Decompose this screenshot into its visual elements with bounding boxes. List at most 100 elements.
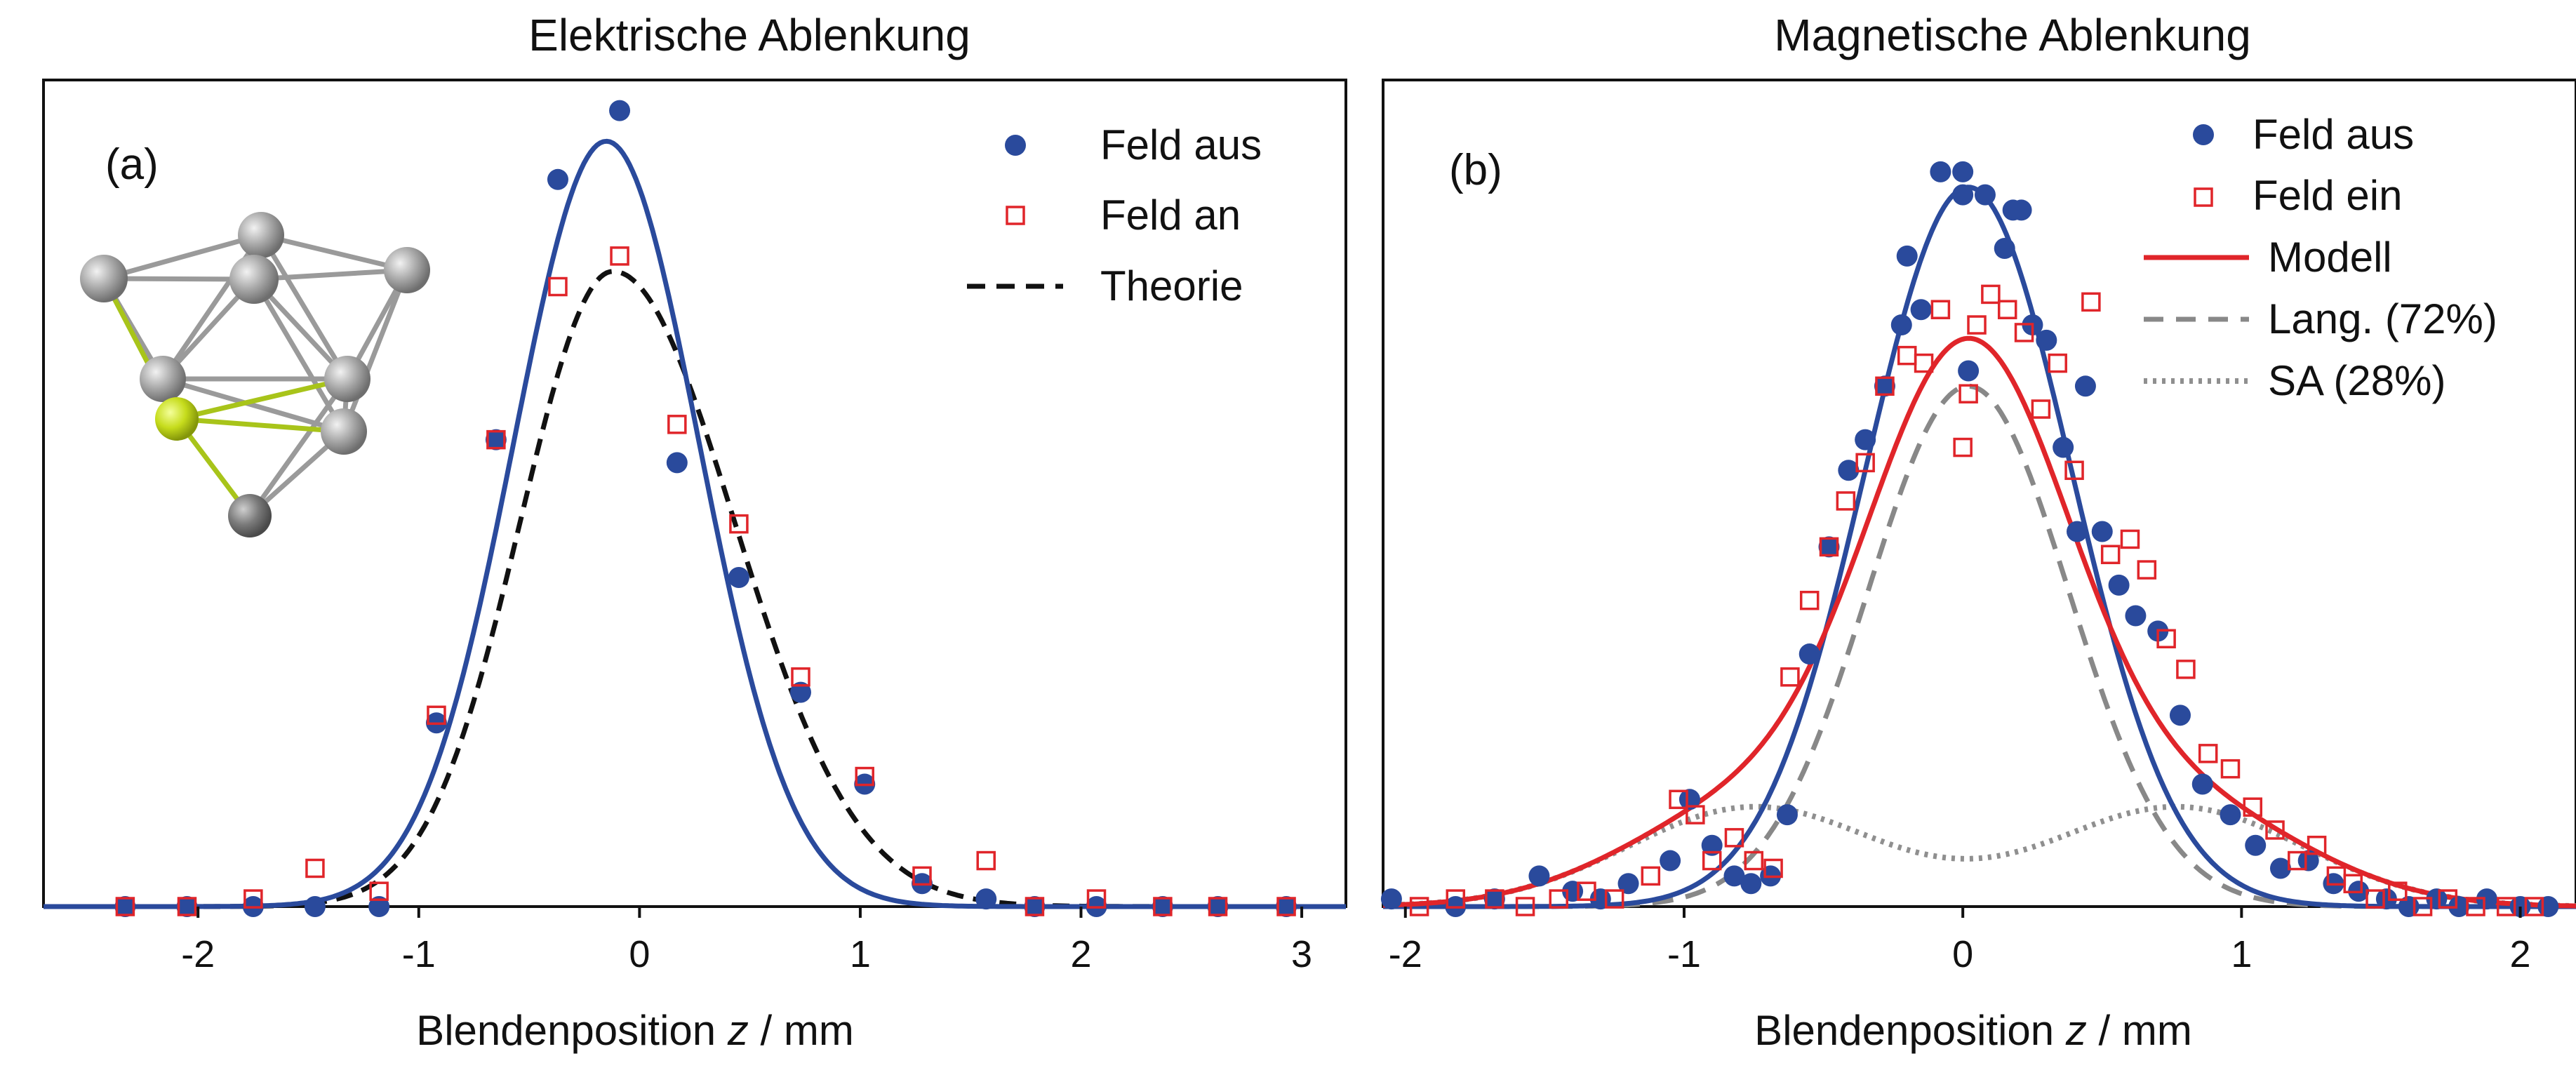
panel-b-point-feld-aus: [2220, 804, 2241, 826]
panel-b-point-feld-ein: [2120, 529, 2140, 549]
panel-a-label: (a): [105, 140, 159, 189]
panel-a-x-tick-label: 3: [1291, 933, 1312, 975]
panel-b-point-feld-aus: [1701, 834, 1723, 856]
panel-b-point-feld-ein: [2265, 820, 2285, 840]
panel-b-point-feld-ein: [1836, 491, 1856, 511]
panel-b-point-feld-aus: [2169, 704, 2191, 726]
panel-b-point-feld-aus: [1896, 245, 1918, 267]
panel-a-point-feld-aus: [1207, 896, 1229, 917]
panel-b-point-feld-aus: [1855, 429, 1876, 450]
panel-b-point-feld-ein: [2343, 874, 2363, 894]
panel-b-point-feld-aus: [1660, 850, 1681, 871]
panel-a-point-feld-an: [548, 276, 568, 297]
legend-b-sa-label: SA (28%): [2268, 357, 2445, 404]
panel-b-point-feld-aus: [1930, 161, 1951, 182]
panel-b-point-feld-ein: [1669, 789, 1688, 810]
legend-a-theorie-label: Theorie: [1100, 262, 1243, 309]
legend-b-modell-label: Modell: [2268, 234, 2392, 281]
panel-b-point-feld-aus: [1910, 299, 1932, 321]
panel-b-point-feld-ein: [2413, 897, 2433, 916]
panel-b-x-ticks: -2 -1 0 1 2: [1389, 907, 2531, 975]
panel-b-x-tick-label: 2: [2510, 933, 2531, 975]
panel-a-legend: Feld aus Feld an Theorie: [967, 121, 1262, 309]
panel-a-point-feld-aus: [304, 896, 326, 917]
panel-b-point-feld-ein: [1485, 889, 1504, 909]
panel-b-x-tick-label: -1: [1667, 933, 1701, 975]
panel-b-point-feld-aus: [1776, 804, 1798, 826]
panel-b-point-feld-aus: [2245, 834, 2267, 856]
panel-a-point-feld-aus: [547, 168, 568, 190]
panel-b-point-feld-ein: [2100, 545, 2121, 565]
panel-b-point-feld-ein: [1997, 300, 2017, 319]
panel-a-point-feld-aus: [176, 896, 198, 917]
panel-a-point-feld-an: [1025, 897, 1045, 916]
panel-a-point-feld-an: [976, 850, 996, 871]
panel-b-point-feld-ein: [1819, 537, 1839, 557]
panel-b-point-feld-aus: [1890, 314, 1912, 336]
panel-a-point-feld-an: [486, 429, 506, 450]
panel-b-point-feld-ein: [1409, 897, 1429, 916]
panel-a-point-feld-aus: [728, 566, 749, 588]
panel-b-point-feld-ein: [2438, 889, 2458, 909]
panel-magnetic-deflection: Magnetische Ablenkung (b) -2 -1 0 1 2 Feld a…: [1380, 10, 2576, 1054]
panel-b-point-feld-ein: [1953, 437, 1973, 457]
panel-a-x-tick-label: -2: [181, 933, 215, 975]
legend-a-feld-aus-label: Feld aus: [1100, 121, 1262, 168]
panel-b-point-feld-ein: [1930, 300, 1951, 319]
panel-a-point-feld-an: [369, 881, 389, 901]
panel-a-point-feld-an: [427, 705, 446, 726]
panel-a-point-feld-an: [610, 246, 629, 266]
panel-b-point-feld-aus: [2074, 375, 2096, 397]
panel-b-point-feld-ein: [1702, 850, 1722, 871]
legend-a-feld-aus-marker: [1005, 135, 1026, 156]
panel-b-point-feld-ein: [2048, 353, 2067, 373]
panel-a-point-feld-an: [177, 897, 197, 916]
panel-a-plot-area: [44, 100, 1346, 917]
panel-b-point-feld-aus: [2375, 888, 2397, 910]
panel-b-point-feld-ein: [1958, 384, 1978, 403]
panel-b-point-feld-ein: [1515, 897, 1535, 916]
panel-b-point-feld-ein: [1875, 376, 1895, 396]
panel-a-frame: [42, 79, 1347, 908]
panel-b-point-feld-ein: [1967, 315, 1987, 335]
panel-b-point-feld-ein: [1724, 828, 1744, 848]
panel-b-point-feld-ein: [1763, 858, 1783, 879]
panel-b-point-feld-aus: [1838, 460, 1860, 481]
panel-b-point-feld-ein: [2031, 399, 2051, 419]
panel-a-x-tick-label: 0: [629, 933, 650, 975]
panel-a-point-feld-an: [1208, 897, 1228, 916]
panel-b-point-feld-aus: [2067, 521, 2088, 542]
panel-a-point-feld-an: [667, 415, 687, 434]
panel-b-point-feld-aus: [1617, 873, 1639, 895]
panel-a-x-tick-label: 1: [850, 933, 871, 975]
panel-a-point-feld-aus: [1276, 896, 1297, 917]
panel-a-point-feld-an: [115, 897, 135, 916]
panel-a-point-feld-an: [791, 667, 810, 687]
panel-a-x-ticks: -2 -1 0 1 2 3: [181, 907, 1312, 975]
panel-b-point-feld-ein: [1446, 889, 1466, 909]
panel-a-x-tick-label: -1: [402, 933, 436, 975]
panel-a-point-feld-aus: [114, 896, 136, 917]
panel-a-point-feld-aus: [789, 681, 811, 703]
cluster-molecule-inset: [80, 212, 430, 537]
panel-b-point-feld-ein: [2307, 835, 2327, 855]
panel-b-point-feld-ein: [2365, 889, 2385, 909]
panel-a-point-feld-an: [1276, 897, 1296, 916]
panel-a-point-feld-aus: [485, 429, 507, 450]
panel-b-point-feld-aus: [1528, 865, 1550, 887]
panel-a-curve-theorie: [44, 269, 1346, 909]
panel-b-legend: Feld aus Feld ein Modell Lang. (72%) SA …: [2144, 111, 2497, 404]
panel-b-curve-lang-72: [1383, 383, 2576, 909]
panel-b-point-feld-ein: [2243, 797, 2263, 817]
panel-b-point-feld-aus: [1679, 789, 1700, 810]
legend-b-feld-ein-label: Feld ein: [2253, 172, 2402, 219]
panel-a-point-feld-an: [243, 889, 263, 909]
panel-b-point-feld-ein: [2014, 323, 2034, 342]
panel-b-point-feld-aus: [2091, 521, 2113, 542]
panel-b-point-feld-ein: [1897, 345, 1917, 366]
panel-b-x-tick-label: -2: [1389, 933, 1422, 975]
panel-b-point-feld-aus: [1958, 360, 1980, 382]
panel-b-point-feld-ein: [2137, 560, 2157, 580]
panel-b-point-feld-ein: [2388, 881, 2408, 901]
